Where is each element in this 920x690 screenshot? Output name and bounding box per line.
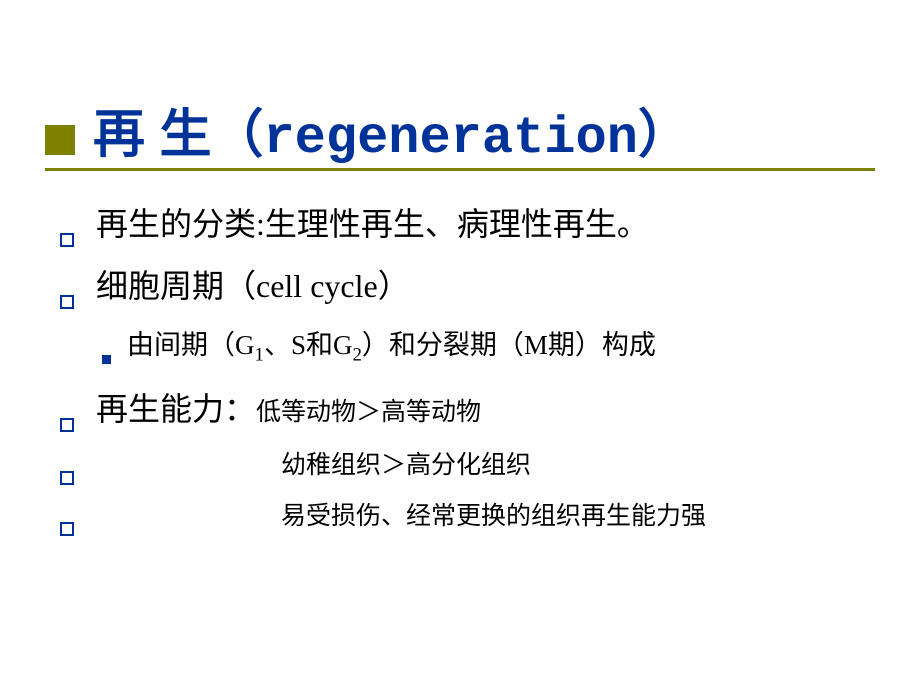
title-accent-square	[45, 125, 75, 155]
bullet-text: 细胞周期（cell cycle）	[96, 262, 410, 310]
bullet-item: 易受损伤、经常更换的组织再生能力强	[60, 498, 880, 536]
bullet-marker-l1	[60, 522, 74, 536]
title-underline	[45, 168, 875, 171]
bullet-prefix: 再生能力：	[96, 391, 256, 427]
bullet-text: 幼稚组织＞高分化组织	[96, 447, 531, 485]
slide-title-block: 再 生（regeneration）	[45, 92, 690, 168]
bullet-text: 易受损伤、经常更换的组织再生能力强	[96, 498, 706, 536]
bullet-marker-l1	[60, 418, 74, 432]
bullet-item: 幼稚组织＞高分化组织	[60, 447, 880, 485]
bullet-marker-l1	[60, 471, 74, 485]
bullet-rest: 生理性再生、病理性再生。	[265, 206, 649, 242]
bullet-text: 由间期（G1、S和G2）和分裂期（M期）构成	[127, 324, 656, 371]
slide-title: 再 生（regeneration）	[93, 92, 690, 168]
bullet-text: 再生能力：低等动物＞高等动物	[96, 385, 481, 433]
slide-content: 再生的分类:生理性再生、病理性再生。 细胞周期（cell cycle） 由间期（…	[60, 200, 880, 550]
title-text-cn: 再 生	[93, 106, 211, 164]
bullet-text: 再生的分类:生理性再生、病理性再生。	[96, 200, 649, 248]
title-text-en: （regeneration）	[211, 109, 689, 168]
bullet-marker-l2	[102, 355, 111, 364]
bullet-marker-l1	[60, 295, 74, 309]
bullet-marker-l1	[60, 233, 74, 247]
bullet-item: 细胞周期（cell cycle）	[60, 262, 880, 310]
bullet-item: 再生的分类:生理性再生、病理性再生。	[60, 200, 880, 248]
bullet-item-l2: 由间期（G1、S和G2）和分裂期（M期）构成	[102, 324, 880, 371]
bullet-prefix: 再生的分类:	[96, 206, 265, 242]
bullet-small: 低等动物＞高等动物	[256, 399, 481, 426]
bullet-item: 再生能力：低等动物＞高等动物	[60, 385, 880, 433]
